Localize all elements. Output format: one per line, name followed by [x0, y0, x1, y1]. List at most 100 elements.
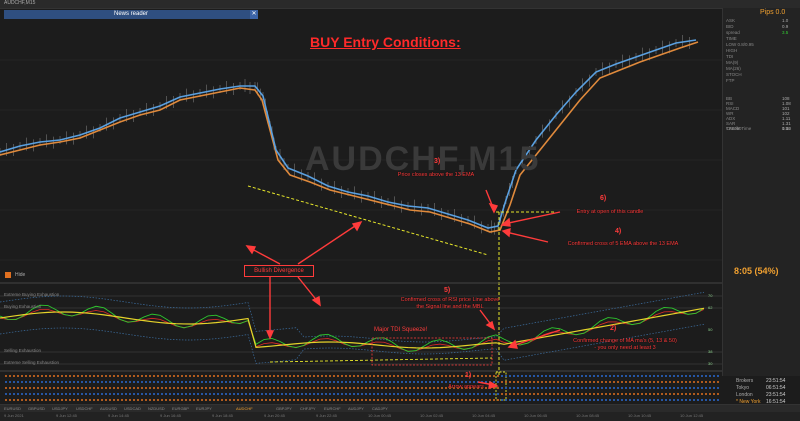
signal-dot: [261, 387, 263, 389]
signal-dot: [253, 387, 255, 389]
signal-dot: [713, 375, 715, 377]
signal-dot: [89, 399, 91, 401]
signal-dot: [669, 375, 671, 377]
tab-symbol[interactable]: CHFJPY: [300, 406, 316, 411]
signal-dot: [189, 381, 191, 383]
signal-dot: [181, 381, 183, 383]
signal-dot: [77, 399, 79, 401]
tab-symbol[interactable]: USDCHF: [76, 406, 93, 411]
signal-dot: [353, 375, 355, 377]
signal-dot: [153, 375, 155, 377]
signal-dot: [229, 387, 231, 389]
signal-dot: [185, 387, 187, 389]
signal-dot: [685, 399, 687, 401]
signal-dot: [645, 387, 647, 389]
signal-dot: [269, 393, 271, 395]
signal-dot: [489, 399, 491, 401]
info-row-value: 102: [782, 111, 790, 116]
signal-dot: [197, 399, 199, 401]
tab-symbol[interactable]: EURGBP: [172, 406, 189, 411]
signal-dot: [517, 399, 519, 401]
signal-dot: [137, 387, 139, 389]
tab-symbol[interactable]: GBPJPY: [276, 406, 292, 411]
signal-dot: [297, 387, 299, 389]
hide-icon[interactable]: [5, 272, 11, 278]
signal-dot: [165, 381, 167, 383]
tab-symbol[interactable]: AUDJPY: [348, 406, 364, 411]
signal-dot: [449, 387, 451, 389]
signal-dot: [673, 375, 675, 377]
news-reader-bar[interactable]: News reader: [4, 10, 258, 19]
signal-dot: [577, 381, 579, 383]
signal-dot: [421, 393, 423, 395]
signal-dot: [517, 393, 519, 395]
signal-dot: [309, 381, 311, 383]
tab-symbol[interactable]: EURUSD: [4, 406, 21, 411]
signal-dot: [401, 393, 403, 395]
time-axis-label: 9 Jun 2021: [4, 413, 24, 418]
signal-dot: [625, 399, 627, 401]
signal-dot: [405, 399, 407, 401]
signal-dot: [489, 375, 491, 377]
signal-dot: [557, 375, 559, 377]
symbol-tab-bar: EURUSD GBPUSD USDJPY USDCHF AUDUSD USDCA…: [0, 404, 800, 412]
signal-dot: [253, 393, 255, 395]
signal-dot: [505, 375, 507, 377]
signal-dot: [289, 399, 291, 401]
signal-dot: [353, 399, 355, 401]
signal-dot: [13, 381, 15, 383]
signal-dot: [657, 381, 659, 383]
signal-dot: [309, 399, 311, 401]
signal-dot: [673, 393, 675, 395]
signal-dot: [541, 381, 543, 383]
signal-dot: [577, 387, 579, 389]
time-axis-label: 10 Jun 02:45: [420, 413, 444, 418]
signal-dot: [97, 393, 99, 395]
signal-dot: [537, 393, 539, 395]
tab-symbol-active[interactable]: AUDCHF: [236, 406, 253, 411]
signal-dot: [213, 393, 215, 395]
signal-dot: [353, 381, 355, 383]
signal-dot: [389, 375, 391, 377]
signal-dot: [13, 387, 15, 389]
signal-dot: [553, 375, 555, 377]
signal-dot: [581, 381, 583, 383]
tab-symbol[interactable]: USDCAD: [124, 406, 141, 411]
tab-symbol[interactable]: EURJPY: [196, 406, 212, 411]
signal-dot: [577, 393, 579, 395]
signal-dot: [225, 387, 227, 389]
signal-dot: [89, 393, 91, 395]
tab-symbol[interactable]: USDJPY: [52, 406, 68, 411]
signal-dot: [685, 393, 687, 395]
signal-dot: [413, 399, 415, 401]
signal-dot: [121, 381, 123, 383]
signal-dot: [257, 393, 259, 395]
tab-symbol[interactable]: CADJPY: [372, 406, 388, 411]
signal-dot: [241, 387, 243, 389]
signal-dot: [281, 381, 283, 383]
annotation-5-number: 5): [444, 287, 451, 294]
signal-dot: [41, 393, 43, 395]
signal-dot: [325, 381, 327, 383]
hide-button[interactable]: Hide: [15, 272, 26, 278]
signal-dot: [717, 399, 719, 401]
tab-symbol[interactable]: GBPUSD: [28, 406, 45, 411]
signal-dot: [173, 387, 175, 389]
signal-dot: [521, 399, 523, 401]
tab-symbol[interactable]: EURCHF: [324, 406, 341, 411]
signal-dot: [705, 381, 707, 383]
tab-symbol[interactable]: AUDUSD: [100, 406, 117, 411]
signal-dot: [201, 399, 203, 401]
signal-dot: [485, 387, 487, 389]
signal-dot: [225, 375, 227, 377]
news-reader-close-icon[interactable]: ✕: [250, 10, 258, 19]
signal-dot: [101, 393, 103, 395]
signal-dot: [473, 393, 475, 395]
signal-dot: [581, 375, 583, 377]
signal-dot: [409, 381, 411, 383]
signal-dot: [41, 375, 43, 377]
signal-dot: [125, 387, 127, 389]
info-row-label: TDI: [726, 54, 734, 59]
signal-dot: [661, 399, 663, 401]
tab-symbol[interactable]: NZDUSD: [148, 406, 165, 411]
